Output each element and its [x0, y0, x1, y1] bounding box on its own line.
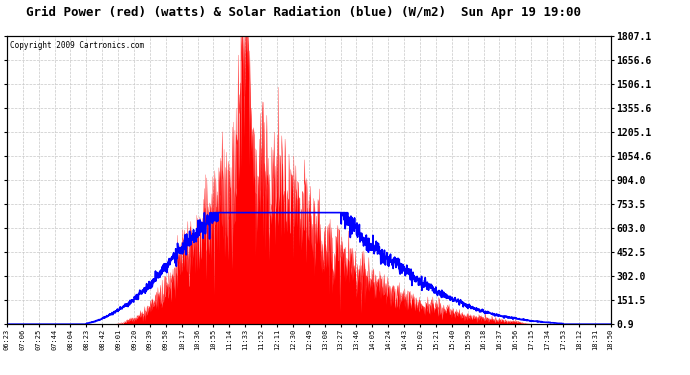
Text: Copyright 2009 Cartronics.com: Copyright 2009 Cartronics.com — [10, 41, 144, 50]
Text: Grid Power (red) (watts) & Solar Radiation (blue) (W/m2)  Sun Apr 19 19:00: Grid Power (red) (watts) & Solar Radiati… — [26, 6, 581, 19]
